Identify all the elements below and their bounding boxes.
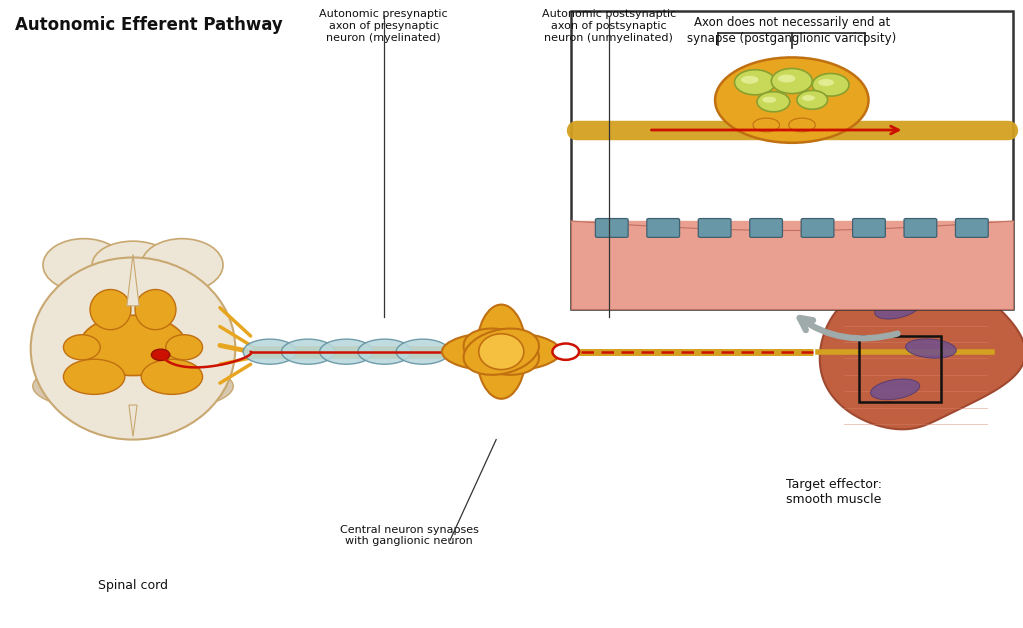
- Ellipse shape: [797, 90, 828, 109]
- Text: Autonomic Efferent Pathway: Autonomic Efferent Pathway: [15, 16, 283, 34]
- Ellipse shape: [905, 339, 957, 358]
- FancyBboxPatch shape: [750, 219, 783, 237]
- Circle shape: [552, 344, 579, 360]
- FancyBboxPatch shape: [595, 219, 628, 237]
- Polygon shape: [819, 268, 1023, 430]
- FancyBboxPatch shape: [699, 219, 731, 237]
- Text: Central neuron synapses
with ganglionic neuron: Central neuron synapses with ganglionic …: [340, 525, 479, 546]
- Ellipse shape: [463, 328, 539, 375]
- Circle shape: [151, 349, 170, 360]
- Ellipse shape: [319, 339, 373, 364]
- Ellipse shape: [753, 118, 780, 132]
- Ellipse shape: [477, 305, 526, 399]
- FancyBboxPatch shape: [647, 219, 679, 237]
- Ellipse shape: [90, 290, 131, 330]
- Ellipse shape: [771, 68, 812, 94]
- Ellipse shape: [757, 92, 790, 112]
- Text: Spinal cord: Spinal cord: [98, 578, 168, 592]
- Ellipse shape: [762, 96, 776, 103]
- Ellipse shape: [63, 335, 100, 360]
- Ellipse shape: [243, 339, 297, 364]
- Ellipse shape: [741, 75, 759, 84]
- Polygon shape: [127, 254, 139, 306]
- Ellipse shape: [802, 95, 815, 101]
- Ellipse shape: [63, 359, 125, 394]
- Ellipse shape: [396, 339, 449, 364]
- Ellipse shape: [463, 328, 539, 375]
- Ellipse shape: [789, 118, 815, 132]
- Ellipse shape: [43, 239, 125, 291]
- FancyBboxPatch shape: [955, 219, 988, 237]
- Text: Target effector:
smooth muscle: Target effector: smooth muscle: [786, 477, 882, 506]
- Text: Autonomic presynaptic
axon of presynaptic
neuron (myelinated): Autonomic presynaptic axon of presynapti…: [319, 9, 448, 43]
- Ellipse shape: [715, 57, 869, 143]
- Ellipse shape: [735, 70, 775, 95]
- Ellipse shape: [358, 339, 411, 364]
- Ellipse shape: [817, 78, 835, 87]
- FancyBboxPatch shape: [571, 11, 1013, 309]
- FancyBboxPatch shape: [852, 219, 885, 237]
- Ellipse shape: [812, 73, 849, 96]
- Ellipse shape: [33, 359, 233, 413]
- Polygon shape: [129, 405, 137, 436]
- Ellipse shape: [135, 290, 176, 330]
- FancyBboxPatch shape: [801, 219, 834, 237]
- Ellipse shape: [875, 296, 922, 319]
- Ellipse shape: [777, 74, 796, 83]
- Ellipse shape: [31, 257, 235, 440]
- FancyBboxPatch shape: [571, 221, 1013, 309]
- Ellipse shape: [871, 379, 920, 399]
- Ellipse shape: [166, 335, 203, 360]
- Ellipse shape: [92, 241, 174, 289]
- Ellipse shape: [141, 239, 223, 291]
- Ellipse shape: [479, 334, 524, 369]
- Ellipse shape: [80, 315, 186, 376]
- Text: Axon does not necessarily end at
synapse (postganglionic varicosity): Axon does not necessarily end at synapse…: [687, 16, 896, 45]
- Ellipse shape: [442, 332, 561, 371]
- Ellipse shape: [281, 339, 335, 364]
- Ellipse shape: [141, 359, 203, 394]
- FancyBboxPatch shape: [904, 219, 937, 237]
- Text: Autonomic postsynaptic
axon of postsynaptic
neuron (unmyelinated): Autonomic postsynaptic axon of postsynap…: [541, 9, 676, 43]
